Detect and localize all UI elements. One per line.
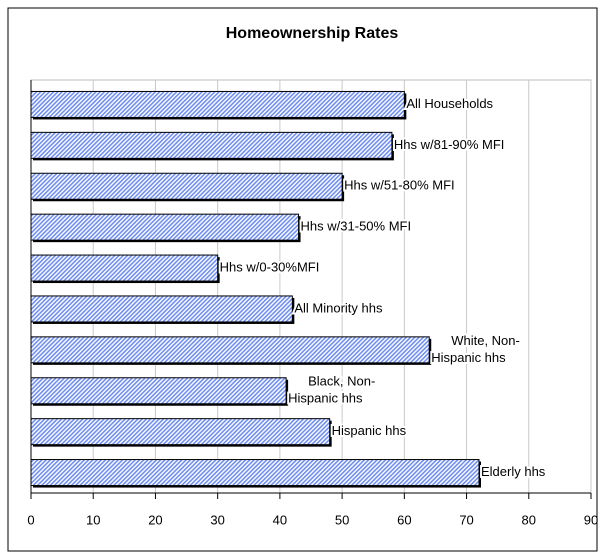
- x-tick-label: 70: [459, 512, 473, 527]
- category-label: White, Non-: [451, 333, 520, 348]
- bar-label: Hispanic hhs: [330, 421, 409, 440]
- bar-label: All Minority hhs: [292, 298, 385, 317]
- bar-label: Hhs w/0-30%MFI: [218, 257, 322, 276]
- category-label: Hhs w/0-30%MFI: [220, 259, 320, 274]
- category-label: Hispanic hhs: [288, 391, 363, 406]
- bar: [30, 295, 293, 323]
- bar: [30, 213, 300, 241]
- bar-label: Black, Non- Hispanic hhs: [286, 372, 377, 408]
- category-label: Hhs w/31-50% MFI: [301, 219, 412, 234]
- x-tick-label: 20: [148, 512, 162, 527]
- x-tick-label: 50: [335, 512, 349, 527]
- x-tick-label: 10: [86, 512, 100, 527]
- chart-title: Homeownership Rates: [226, 25, 399, 42]
- x-tick-label: 40: [273, 512, 287, 527]
- bar-label: Hhs w/31-50% MFI: [299, 217, 414, 236]
- category-label: Black, Non-: [308, 374, 375, 389]
- bar-label: All Households: [404, 94, 495, 113]
- chart-frame: [7, 7, 598, 552]
- bar: [30, 254, 219, 282]
- x-tick-label: 60: [397, 512, 411, 527]
- bar: [30, 172, 343, 200]
- category-label: Elderly hhs: [481, 464, 546, 479]
- bar-label: Hhs w/81-90% MFI: [392, 135, 507, 154]
- bar: [30, 459, 480, 487]
- bar: [30, 131, 393, 159]
- category-label: Hispanic hhs: [431, 350, 506, 365]
- bar: [30, 377, 287, 405]
- bar: [30, 90, 405, 118]
- category-label: All Minority hhs: [294, 300, 383, 315]
- category-label: All Households: [406, 96, 493, 111]
- x-tick-label: 80: [522, 512, 536, 527]
- bar-label: White, Non- Hispanic hhs: [429, 331, 522, 367]
- bar-label: Elderly hhs: [479, 462, 548, 481]
- category-label: Hhs w/81-90% MFI: [394, 137, 505, 152]
- x-tick-label: 90: [584, 512, 598, 527]
- x-tick-label: 0: [27, 512, 34, 527]
- category-label: Hhs w/51-80% MFI: [344, 178, 455, 193]
- bar: [30, 418, 331, 446]
- x-tick-label: 30: [210, 512, 224, 527]
- bar-label: Hhs w/51-80% MFI: [342, 176, 457, 195]
- bar: [30, 336, 430, 364]
- category-label: Hispanic hhs: [332, 423, 407, 438]
